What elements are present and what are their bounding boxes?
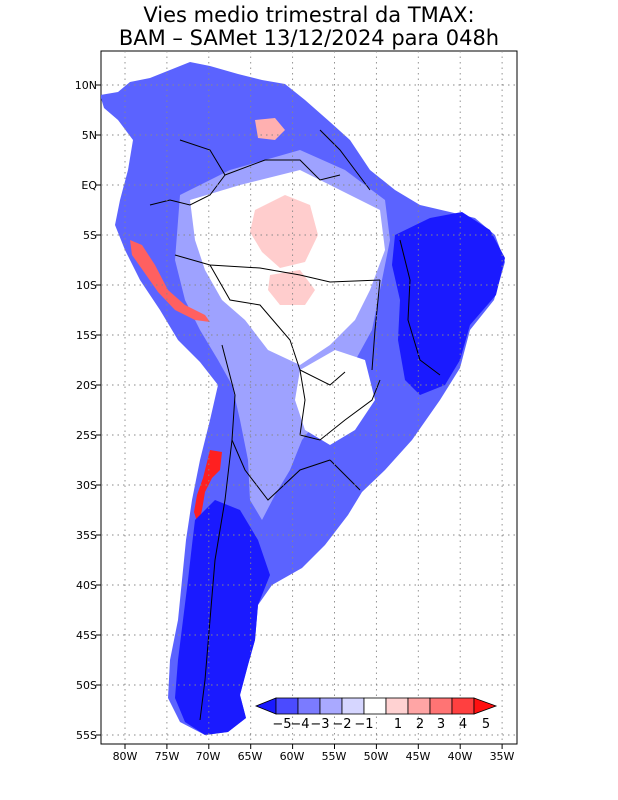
lat-label-10s: 10S <box>76 279 97 292</box>
colorbar-label: −1 <box>354 717 373 732</box>
lat-label-55s: 55S <box>76 729 97 742</box>
colorbar-label: −2 <box>332 717 351 732</box>
lat-label-5n: 5N <box>82 129 97 142</box>
lat-label-40s: 40S <box>76 579 97 592</box>
colorbar-swatch <box>429 697 453 715</box>
colorbar-label: −5 <box>272 717 291 732</box>
warm-bias-patch-north <box>255 118 285 140</box>
lat-lon-grid <box>96 51 517 749</box>
longitude-labels: 80W 75W 70W 65W 60W 55W 50W 45W 40W 35W <box>113 750 515 763</box>
warm-bias-andes-peru <box>130 240 210 322</box>
lon-label-45w: 45W <box>406 750 431 763</box>
latitude-labels: 10N 5N EQ 5S 10S 15S 20S 25S 30S 35S 40S… <box>75 79 98 742</box>
lat-label-45s: 45S <box>76 629 97 642</box>
lon-label-80w: 80W <box>113 750 138 763</box>
lat-label-eq: EQ <box>81 179 97 192</box>
colorbar-label: 2 <box>416 717 424 732</box>
lat-label-5s: 5S <box>83 229 97 242</box>
colorbar-arrow-high <box>473 697 498 715</box>
colorbar-swatch <box>407 697 431 715</box>
colorbar-label: −4 <box>290 717 309 732</box>
colorbar-label: −3 <box>310 717 329 732</box>
lat-label-15s: 15S <box>76 329 97 342</box>
warm-bias-patch-central <box>268 270 315 305</box>
country-borders <box>149 129 441 721</box>
lat-label-50s: 50S <box>76 679 97 692</box>
map-title-line-2: BAM – SAMet 13/12/2024 para 048h <box>118 26 500 50</box>
colorbar-swatch <box>297 697 321 715</box>
lat-label-20s: 20S <box>76 379 97 392</box>
lon-label-50w: 50W <box>364 750 389 763</box>
neutral-bias-zone-south <box>295 350 375 445</box>
warm-bias-patch-amazon <box>250 195 318 268</box>
colorbar-label: 4 <box>459 717 467 732</box>
lon-label-40w: 40W <box>448 750 473 763</box>
colorbar-swatch <box>385 697 409 715</box>
colorbar-label: 1 <box>394 717 402 732</box>
lon-label-60w: 60W <box>280 750 305 763</box>
lon-label-75w: 75W <box>155 750 180 763</box>
map-title-line-1: Vies medio trimestral da TMAX: <box>143 3 475 27</box>
colorbar-label: 3 <box>437 717 445 732</box>
warm-bias-andes-chile <box>194 450 222 525</box>
cold-bias-northeast-brazil <box>392 212 505 395</box>
colorbar-legend: −5 −4 −3 −2 −1 1 2 3 4 5 <box>254 697 498 732</box>
colorbar-swatch <box>275 697 299 715</box>
lat-label-10n: 10N <box>75 79 97 92</box>
colorbar-swatch <box>363 697 387 715</box>
lat-label-35s: 35S <box>76 529 97 542</box>
lat-label-30s: 30S <box>76 479 97 492</box>
colorbar-swatch <box>319 697 343 715</box>
lon-label-65w: 65W <box>238 750 263 763</box>
lat-label-25s: 25S <box>76 429 97 442</box>
lon-label-35w: 35W <box>490 750 515 763</box>
neutral-bias-zone <box>190 170 385 365</box>
cold-bias-patagonia <box>175 500 270 735</box>
colorbar-swatch <box>451 697 475 715</box>
colorbar-label: 5 <box>482 717 490 732</box>
lon-label-70w: 70W <box>196 750 221 763</box>
colorbar-swatch <box>341 697 365 715</box>
lon-label-55w: 55W <box>322 750 347 763</box>
